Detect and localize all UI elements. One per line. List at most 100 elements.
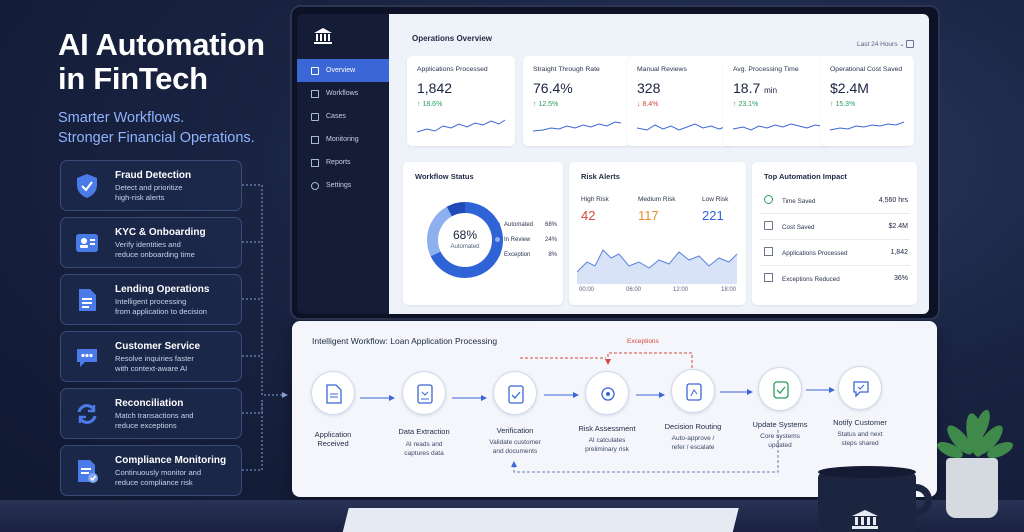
feature-cards: Fraud Detection Detect and prioritize hig… [60,160,242,502]
kpi-label: Manual Reviews [637,66,687,73]
impact-row-applications: Applications Processed 1,842 [760,242,910,266]
bank-logo-icon [314,28,332,44]
step-desc: AI reads and captures data [404,441,444,457]
kpi-value: 328 [637,80,661,96]
step-verification[interactable] [493,371,537,415]
feature-desc: Match transactions and reduce exceptions [115,411,194,430]
legend-in-review: In Review 24% [495,237,557,243]
shield-check-icon [77,174,97,198]
feature-card-kyc[interactable]: KYC & Onboarding Verify identities and re… [60,217,242,268]
kpi-sparkline [533,121,622,132]
clock-icon [764,195,773,204]
kpi-card-cost-saved[interactable]: Operational Cost Saved $2.4M ↑ 15.3% [820,56,914,146]
risk-high-label: High Risk [581,196,609,203]
feature-title: Lending Operations [115,284,210,295]
extract-icon [417,384,433,404]
kpi-card-manual-reviews[interactable]: Manual Reviews 328 ↓ 8.4% [627,56,735,146]
feature-title: Reconciliation [115,398,184,409]
cash-icon [764,221,773,230]
bank-logo-icon [852,510,878,529]
step-title: Decision Routing [664,422,722,431]
kpi-value: 76.4% [533,80,573,96]
mug-rim [818,466,916,478]
document-check-icon [764,273,773,282]
kpi-value: 1,842 [417,80,453,96]
kpi-label: Straight Through Rate [533,66,600,73]
sidebar-item-cases[interactable]: Cases [297,105,389,128]
sidebar-item-reports[interactable]: Reports [297,151,389,174]
panel-title: Workflow Status [415,172,474,181]
monitor-icon [311,135,319,144]
feature-title: Customer Service [115,341,201,352]
document-icon [79,289,96,311]
kpi-delta: ↑ 23.1% [733,101,759,108]
step-data-extraction[interactable] [402,371,446,415]
risk-medium-label: Medium Risk [638,196,676,203]
kpi-value: 18.7 min [733,80,778,96]
document-icon [764,247,773,256]
kpi-label: Operational Cost Saved [830,66,903,73]
hero-subtitle-line2: Stronger Financial Operations. [58,130,255,146]
axis-tick: 18:00 [721,287,737,293]
database-icon [773,381,789,399]
kpi-sparkline [417,119,506,133]
sidebar-nav: Overview Workflows Cases Monitoring Repo… [297,59,389,197]
feature-desc: Intelligent processing from application t… [115,297,208,316]
kpi-sparkline [733,123,822,131]
feature-title: Compliance Monitoring [115,455,227,466]
kpi-card-applications[interactable]: Applications Processed 1,842 ↑ 18.6% [407,56,515,146]
kpi-card-stp-rate[interactable]: Straight Through Rate 76.4% ↑ 12.5% [523,56,631,146]
step-title: Application Received [314,430,352,448]
sidebar-item-workflows[interactable]: Workflows [297,82,389,105]
kpi-sparkline [637,123,726,131]
plant-leaves [937,409,1013,459]
feature-card-reconciliation[interactable]: Reconciliation Match transactions and red… [60,388,242,439]
axis-tick: 12:00 [673,287,689,293]
chat-bubble-icon [77,349,97,367]
impact-row-exceptions: Exceptions Reduced 36% [760,268,910,292]
step-notify-customer[interactable] [838,366,882,410]
axis-tick: 00:00 [579,287,595,293]
paper-sheet [341,508,739,532]
hero-title: AI Automation in FinTech [58,28,288,96]
folder-icon [311,112,319,121]
kpi-value: $2.4M [830,80,869,96]
kpi-card-processing-time[interactable]: Avg. Processing Time 18.7 min ↑ 23.1% [723,56,831,146]
step-update-systems[interactable] [758,367,802,411]
hero-title-line1: AI Automation [58,27,265,62]
refresh-icon [77,404,97,424]
sidebar-item-overview[interactable]: Overview [297,59,389,82]
home-icon [311,66,319,75]
hero-subtitle-line1: Smarter Workflows. [58,110,185,126]
step-desc: Status and next steps shared [837,431,883,447]
feature-card-compliance[interactable]: Compliance Monitoring Continuously monit… [60,445,242,496]
step-desc: Validate customer and documents [489,439,541,455]
step-decision-routing[interactable] [671,369,715,413]
reports-icon [311,158,319,167]
feature-desc: Detect and prioritize high-risk alerts [115,183,183,202]
panel-title: Top Automation Impact [764,172,847,181]
hero-title-line2: in FinTech [58,61,208,96]
risk-high-value: 42 [581,208,596,223]
feature-desc: Continuously monitor and reduce complianc… [115,468,202,487]
donut-center-label: Automated [450,244,480,250]
gear-icon [601,387,615,401]
step-application-received[interactable] [311,371,355,415]
kpi-label: Avg. Processing Time [733,66,799,73]
step-risk-assessment[interactable] [585,371,629,415]
feature-card-lending[interactable]: Lending Operations Intelligent processin… [60,274,242,325]
sidebar-item-monitoring[interactable]: Monitoring [297,128,389,151]
risk-low-value: 221 [702,208,724,223]
feature-desc: Verify identities and reduce onboarding t… [115,240,195,259]
date-range-select[interactable]: Last 24 Hours ⌄ [857,41,905,48]
calendar-icon[interactable] [906,40,914,48]
document-icon [326,384,342,404]
step-desc: Auto-approve / refer / escalate [671,435,715,451]
verify-icon [508,385,524,404]
sidebar: Overview Workflows Cases Monitoring Repo… [297,14,389,314]
feature-card-fraud[interactable]: Fraud Detection Detect and prioritize hig… [60,160,242,211]
panel-title: Risk Alerts [581,172,620,181]
kpi-delta: ↑ 12.5% [533,101,559,108]
sidebar-item-settings[interactable]: Settings [297,174,389,197]
feature-card-customer-service[interactable]: Customer Service Resolve inquiries faste… [60,331,242,382]
